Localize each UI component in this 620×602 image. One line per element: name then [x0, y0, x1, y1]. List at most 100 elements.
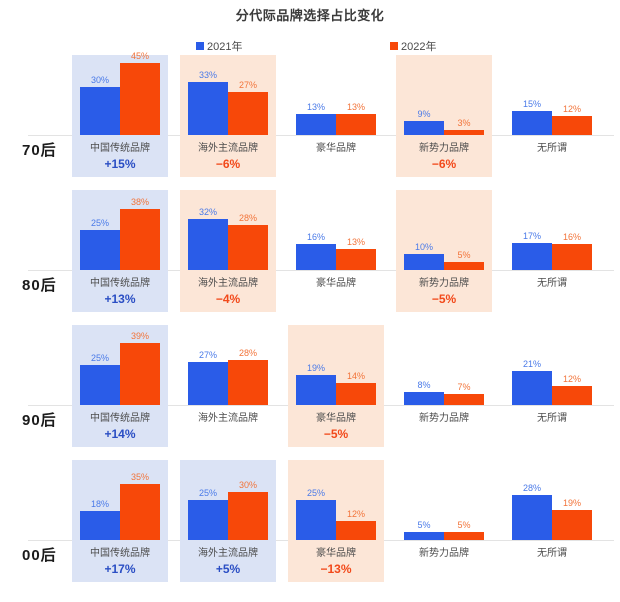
bar-2022[interactable]	[336, 521, 376, 540]
bar-group: 16% 13%	[288, 190, 384, 270]
bar-group: 30% 45%	[72, 51, 168, 135]
bar-2022[interactable]	[120, 209, 160, 270]
bar-value-2021: 9%	[417, 109, 431, 119]
bar-2022[interactable]	[444, 394, 484, 405]
category-label: 海外主流品牌	[198, 278, 258, 289]
bar-2022[interactable]	[120, 484, 160, 540]
legend-label-2021: 2021年	[207, 41, 243, 53]
bar-value-2021: 18%	[90, 499, 109, 509]
generation-row: 00后 18% 35% 中国传统品牌 +17% 25% 30% 海外主流品牌 +5% 25% 12%…	[0, 460, 620, 595]
category-label: 新势力品牌	[419, 413, 469, 424]
bar-2021[interactable]	[404, 254, 444, 270]
bar-2021[interactable]	[296, 500, 336, 540]
bar-value-2022: 12%	[562, 374, 581, 384]
bar-2021[interactable]	[512, 495, 552, 540]
bar-2021[interactable]	[80, 87, 120, 135]
category-label: 无所谓	[537, 143, 567, 154]
bar-2022[interactable]	[444, 262, 484, 270]
delta-value: −5%	[431, 292, 457, 306]
category-panel[interactable]: 25% 38% 中国传统品牌 +13%	[72, 190, 168, 312]
bar-value-2022: 12%	[346, 509, 365, 519]
bar-group: 33% 27%	[180, 55, 276, 135]
bar-2022[interactable]	[120, 63, 160, 135]
category-panel[interactable]: 8% 7% 新势力品牌	[396, 325, 492, 447]
delta-value: −6%	[215, 157, 241, 171]
category-label: 新势力品牌	[419, 548, 469, 559]
bar-2022[interactable]	[552, 244, 592, 270]
category-panel[interactable]: 25% 39% 中国传统品牌 +14%	[72, 325, 168, 447]
category-panel[interactable]: 33% 27% 海外主流品牌 −6%	[180, 55, 276, 177]
category-panel[interactable]: 25% 30% 海外主流品牌 +5%	[180, 460, 276, 582]
bar-2021[interactable]	[512, 371, 552, 405]
bar-2022[interactable]	[228, 492, 268, 540]
panel-highlight-background	[396, 190, 492, 312]
legend-item-2021: 2021年	[196, 38, 242, 54]
bar-2022[interactable]	[552, 386, 592, 405]
category-panel[interactable]: 32% 28% 海外主流品牌 −4%	[180, 190, 276, 312]
bar-value-2022: 13%	[346, 102, 365, 112]
bar-2021[interactable]	[80, 230, 120, 270]
bar-value-2022: 30%	[238, 480, 257, 490]
bar-2022[interactable]	[552, 116, 592, 135]
category-panel[interactable]: 30% 45% 中国传统品牌 +15%	[72, 51, 168, 177]
bar-2021[interactable]	[80, 365, 120, 405]
bar-2022[interactable]	[336, 114, 376, 135]
bar-2022[interactable]	[444, 532, 484, 540]
category-panel[interactable]: 9% 3% 新势力品牌 −6%	[396, 55, 492, 177]
category-panel[interactable]: 19% 14% 豪华品牌 −5%	[288, 325, 384, 447]
category-panel[interactable]: 10% 5% 新势力品牌 −5%	[396, 190, 492, 312]
category-panel[interactable]: 13% 13% 豪华品牌	[288, 55, 384, 177]
bar-2022[interactable]	[228, 92, 268, 135]
bar-2022[interactable]	[228, 360, 268, 405]
page-title: 分代际品牌选择占比变化	[235, 8, 385, 23]
bar-2021[interactable]	[188, 219, 228, 270]
bar-2021[interactable]	[404, 121, 444, 135]
bar-group: 32% 28%	[180, 190, 276, 270]
bar-2022[interactable]	[228, 225, 268, 270]
bar-2022[interactable]	[444, 130, 484, 135]
category-label: 豪华品牌	[316, 143, 356, 154]
bar-group: 5% 5%	[396, 460, 492, 540]
bar-2022[interactable]	[336, 249, 376, 270]
bar-group: 13% 13%	[288, 55, 384, 135]
bar-2021[interactable]	[80, 511, 120, 540]
bar-group: 25% 30%	[180, 460, 276, 540]
bar-2021[interactable]	[512, 243, 552, 270]
bar-value-2022: 14%	[346, 371, 365, 381]
category-label: 中国传统品牌	[90, 278, 150, 289]
bar-value-2021: 21%	[522, 359, 541, 369]
bar-2022[interactable]	[120, 343, 160, 405]
category-label: 新势力品牌	[419, 278, 469, 289]
category-panel[interactable]: 15% 12% 无所谓	[504, 55, 600, 177]
category-panel[interactable]: 17% 16% 无所谓	[504, 190, 600, 312]
bar-2021[interactable]	[512, 111, 552, 135]
generation-row: 90后 25% 39% 中国传统品牌 +14% 27% 28% 海外主流品牌 19% 14% 豪华品…	[0, 325, 620, 460]
bar-value-2022: 16%	[562, 232, 581, 242]
bar-value-2021: 15%	[522, 99, 541, 109]
bar-2021[interactable]	[188, 82, 228, 135]
legend-item-2022: 2022年	[390, 38, 436, 54]
category-panel[interactable]: 16% 13% 豪华品牌	[288, 190, 384, 312]
bar-2021[interactable]	[296, 375, 336, 405]
bar-value-2022: 39%	[130, 331, 149, 341]
bar-2021[interactable]	[404, 392, 444, 405]
category-label: 无所谓	[537, 548, 567, 559]
category-panel[interactable]: 18% 35% 中国传统品牌 +17%	[72, 460, 168, 582]
bar-2022[interactable]	[336, 383, 376, 405]
category-panel[interactable]: 28% 19% 无所谓	[504, 460, 600, 582]
category-panel[interactable]: 5% 5% 新势力品牌	[396, 460, 492, 582]
bar-2021[interactable]	[188, 362, 228, 405]
category-panel[interactable]: 27% 28% 海外主流品牌	[180, 325, 276, 447]
bar-group: 15% 12%	[504, 55, 600, 135]
bar-2021[interactable]	[296, 244, 336, 270]
category-panel[interactable]: 25% 12% 豪华品牌 −13%	[288, 460, 384, 582]
bar-2021[interactable]	[188, 500, 228, 540]
bar-2021[interactable]	[404, 532, 444, 540]
baseline-axis	[28, 270, 614, 271]
generation-row: 80后 25% 38% 中国传统品牌 +13% 32% 28% 海外主流品牌 −4% 16% 13%…	[0, 190, 620, 325]
category-panel[interactable]: 21% 12% 无所谓	[504, 325, 600, 447]
bar-2022[interactable]	[552, 510, 592, 540]
bar-2021[interactable]	[296, 114, 336, 135]
bar-value-2021: 33%	[198, 70, 217, 80]
bar-value-2021: 19%	[306, 363, 325, 373]
